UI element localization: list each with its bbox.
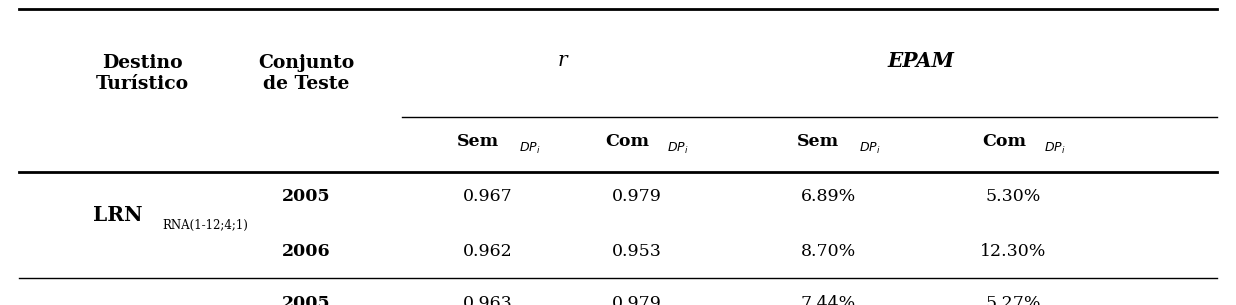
Text: Conjunto
de Teste: Conjunto de Teste (258, 54, 355, 93)
Text: 0.967: 0.967 (464, 188, 513, 205)
Text: Sem: Sem (797, 133, 839, 150)
Text: EPAM: EPAM (887, 51, 954, 71)
Text: Com: Com (983, 133, 1027, 150)
Text: 2006: 2006 (282, 243, 331, 260)
Text: Com: Com (606, 133, 650, 150)
Text: 12.30%: 12.30% (980, 243, 1047, 260)
Text: Sem: Sem (457, 133, 499, 150)
Text: 0.953: 0.953 (612, 243, 661, 260)
Text: 0.963: 0.963 (464, 295, 513, 305)
Text: 0.979: 0.979 (612, 295, 661, 305)
Text: Destino
Turístico: Destino Turístico (95, 54, 189, 93)
Text: $\mathit{DP}_{\mathit{i}}$: $\mathit{DP}_{\mathit{i}}$ (667, 141, 688, 156)
Text: $\mathit{DP}_{\mathit{i}}$: $\mathit{DP}_{\mathit{i}}$ (859, 141, 880, 156)
Text: 5.30%: 5.30% (986, 188, 1041, 205)
Text: r: r (557, 52, 567, 70)
Text: $\mathit{DP}_{\mathit{i}}$: $\mathit{DP}_{\mathit{i}}$ (519, 141, 540, 156)
Text: 6.89%: 6.89% (801, 188, 855, 205)
Text: 5.27%: 5.27% (986, 295, 1041, 305)
Text: LRN: LRN (93, 205, 142, 225)
Text: 0.962: 0.962 (464, 243, 513, 260)
Text: 7.44%: 7.44% (801, 295, 855, 305)
Text: 2005: 2005 (282, 188, 331, 205)
Text: 2005: 2005 (282, 295, 331, 305)
Text: RNA(1-12;4;1): RNA(1-12;4;1) (162, 219, 247, 232)
Text: 0.979: 0.979 (612, 188, 661, 205)
Text: 8.70%: 8.70% (801, 243, 855, 260)
Text: $\mathit{DP}_{\mathit{i}}$: $\mathit{DP}_{\mathit{i}}$ (1044, 141, 1065, 156)
